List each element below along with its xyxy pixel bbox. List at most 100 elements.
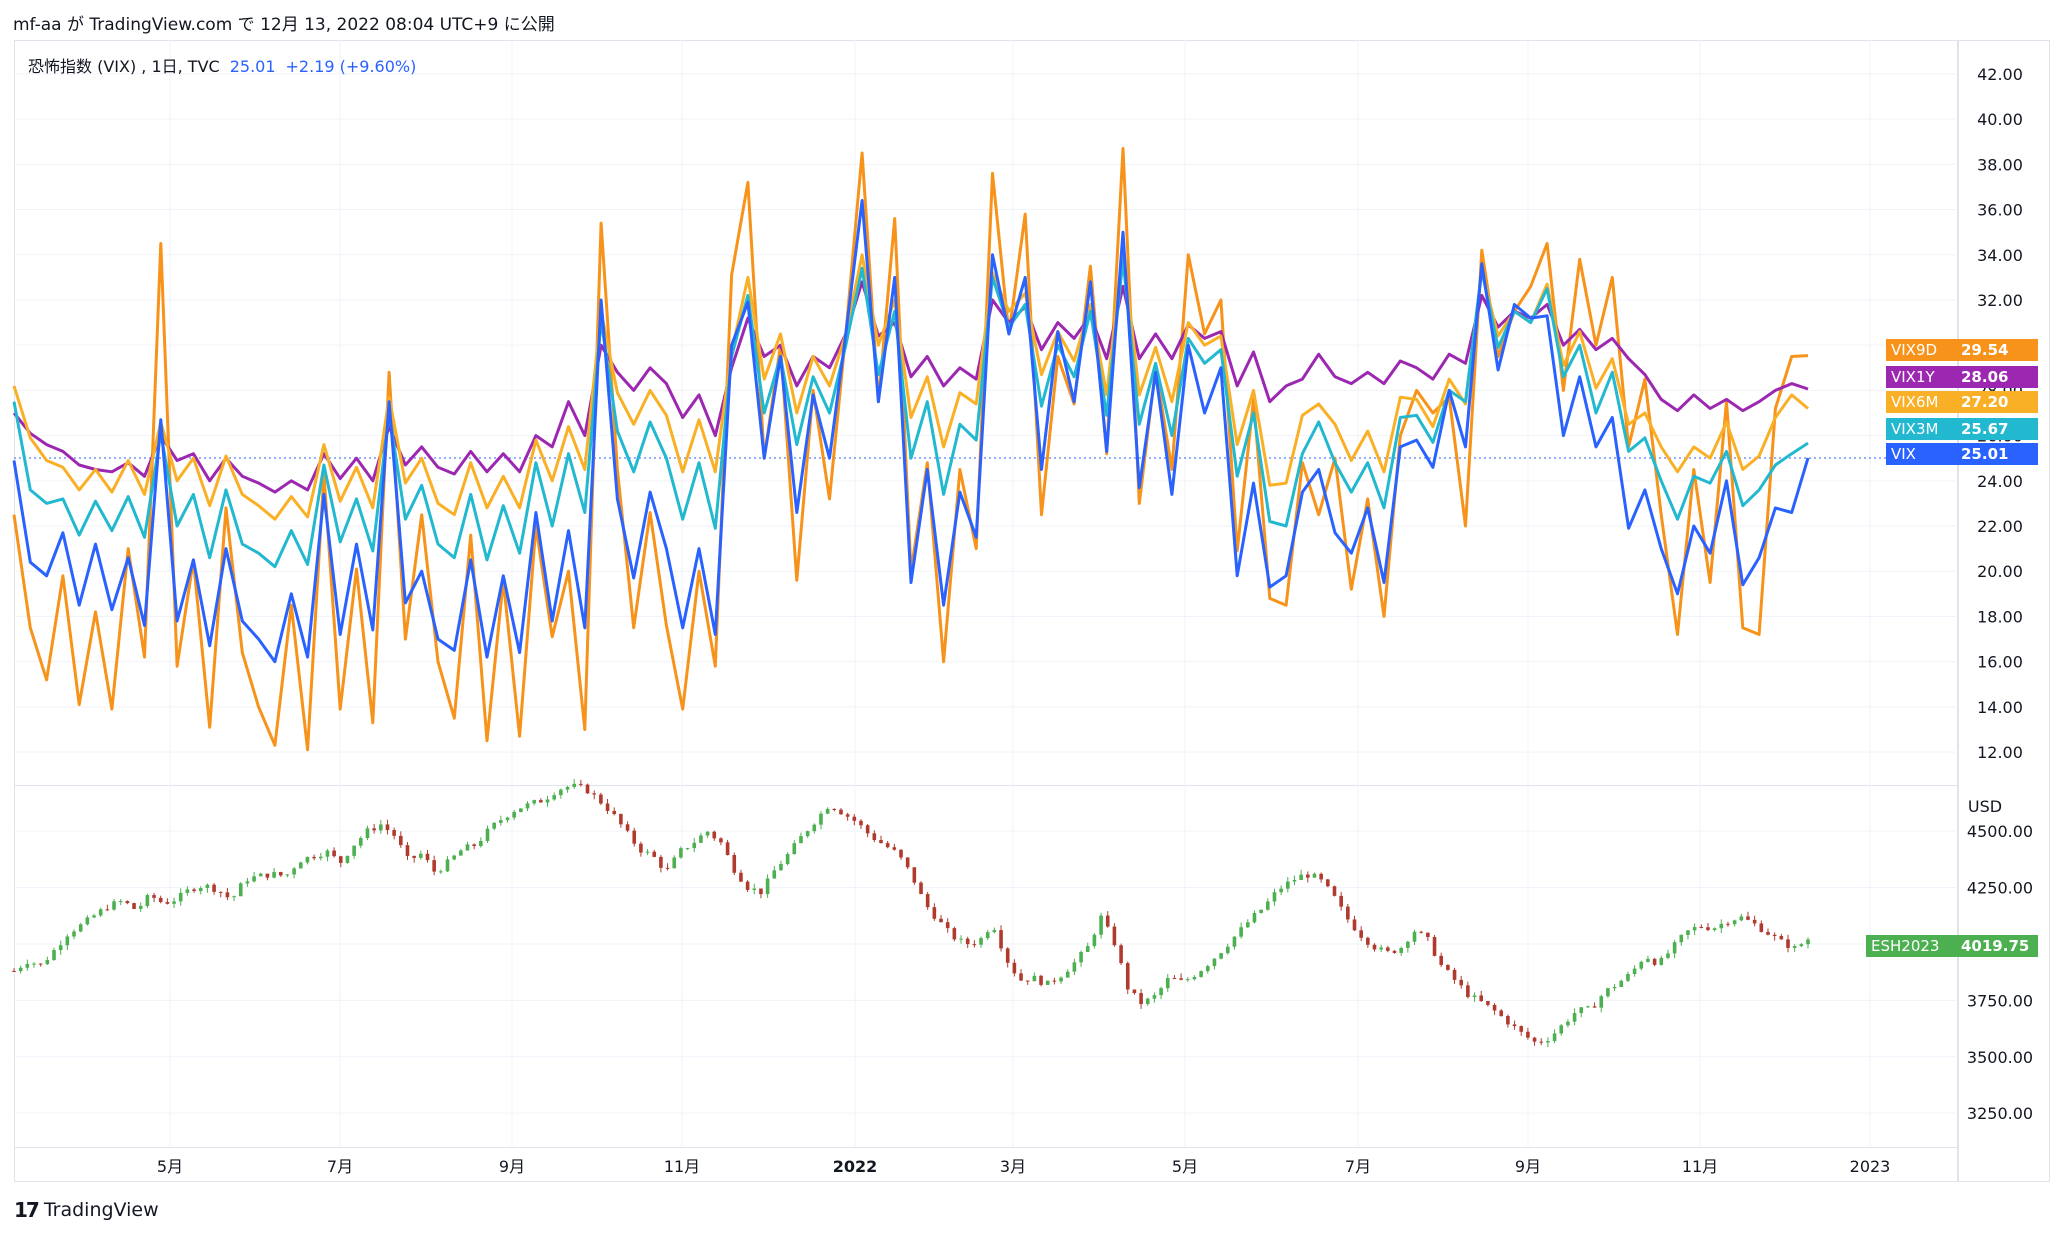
candle-body (1232, 936, 1237, 947)
candle-body (1592, 1006, 1597, 1008)
candle-body (238, 883, 243, 897)
candle-body (825, 808, 830, 814)
candle-body (112, 901, 116, 910)
price-badge-vix1y: VIX1Y 28.06 (1886, 366, 2038, 388)
candle-body (979, 938, 983, 945)
candle-body (178, 892, 183, 902)
candle-body (38, 963, 43, 965)
candle-body (779, 863, 783, 871)
candle-body (1406, 941, 1410, 948)
candle-body (985, 932, 990, 939)
candle-body (572, 783, 577, 787)
price-badge-value: 28.06 (1956, 366, 2038, 388)
candle-body (1072, 962, 1077, 972)
candle-body (519, 808, 523, 813)
candle-body (705, 831, 710, 836)
candle-body (1225, 946, 1230, 954)
candle-body (1539, 1041, 1544, 1043)
es-price-label: 3500.00 (1967, 1048, 2033, 1067)
candle-body (158, 897, 163, 903)
candle-body (45, 960, 50, 965)
candle-body (1726, 923, 1730, 925)
candle-body (865, 825, 870, 834)
candle-body (512, 812, 516, 818)
candle-body (1646, 958, 1650, 962)
candle-body (1059, 977, 1063, 982)
candle-body (1052, 980, 1057, 982)
candle-body (859, 820, 863, 826)
candle-body (685, 848, 690, 850)
candle-body (659, 856, 663, 868)
candle-body (1172, 978, 1177, 980)
candle-body (1439, 955, 1443, 965)
vix-price-label: 18.00 (1977, 607, 2023, 626)
es-price-label: 3250.00 (1967, 1104, 2033, 1123)
candle-body (1312, 873, 1317, 878)
candle-body (425, 853, 430, 861)
candle-body (1165, 978, 1170, 989)
candle-body (1332, 886, 1337, 896)
candle-body (1746, 916, 1750, 920)
vix-price-label: 20.00 (1977, 562, 2023, 581)
candle-body (318, 856, 323, 859)
candle-body (612, 810, 617, 815)
price-badge-name: VIX3M (1886, 418, 1956, 440)
candle-body (1379, 947, 1383, 950)
candle-body (885, 843, 890, 848)
candle-body (632, 830, 637, 844)
time-axis-label: 2022 (833, 1157, 878, 1176)
candle-body (1099, 915, 1103, 935)
publish-info: mf-aa が TradingView.com で 12月 13, 2022 0… (13, 15, 555, 35)
candle-body (712, 831, 717, 839)
price-badge-vix: VIX 25.01 (1886, 443, 2038, 465)
candle-body (579, 783, 583, 785)
candle-body (505, 817, 510, 821)
price-axis-frame (1958, 40, 2050, 1182)
candle-body (292, 868, 296, 875)
tradingview-brand[interactable]: 17 TradingView (14, 1198, 159, 1222)
candle-body (1179, 978, 1183, 980)
price-badge-value: 25.01 (1956, 443, 2038, 465)
candle-body (1759, 923, 1764, 932)
candle-body (145, 895, 150, 906)
time-axis-label: 3月 (1000, 1157, 1026, 1176)
vix-price-label: 40.00 (1977, 110, 2023, 129)
candle-body (1359, 930, 1363, 938)
candle-body (212, 884, 216, 892)
candle-body (419, 853, 423, 858)
candle-body (198, 888, 203, 892)
candle-body (552, 795, 557, 800)
candle-body (465, 844, 470, 851)
candle-body (799, 836, 803, 844)
candle-body (65, 936, 70, 946)
candle-body (532, 800, 536, 804)
candle-body (892, 847, 897, 850)
candle-body (672, 857, 677, 869)
candle-body (732, 855, 737, 873)
candle-body (385, 824, 390, 831)
candle-body (1566, 1021, 1570, 1026)
candle-body (325, 850, 330, 857)
candle-body (285, 874, 290, 876)
candle-body (692, 842, 697, 849)
candle-body (919, 882, 923, 895)
symbol-legend[interactable]: 恐怖指数 (VIX) , 1日, TVC 25.01 +2.19 (+9.60%) (28, 53, 416, 77)
candle-body (872, 833, 877, 841)
candle-body (12, 971, 16, 973)
candle-body (479, 840, 483, 847)
candle-body (379, 824, 383, 831)
candle-body (472, 844, 476, 847)
candle-body (1112, 926, 1117, 946)
candle-body (625, 824, 630, 831)
candle-body (445, 859, 450, 872)
candle-body (932, 907, 937, 919)
candle-body (852, 816, 857, 821)
candle-body (125, 901, 130, 904)
candle-body (345, 855, 350, 863)
candle-body (1659, 957, 1664, 965)
candle-body (1679, 934, 1684, 943)
candle-body (1532, 1037, 1537, 1042)
candle-body (372, 828, 376, 831)
candle-body (32, 963, 36, 965)
